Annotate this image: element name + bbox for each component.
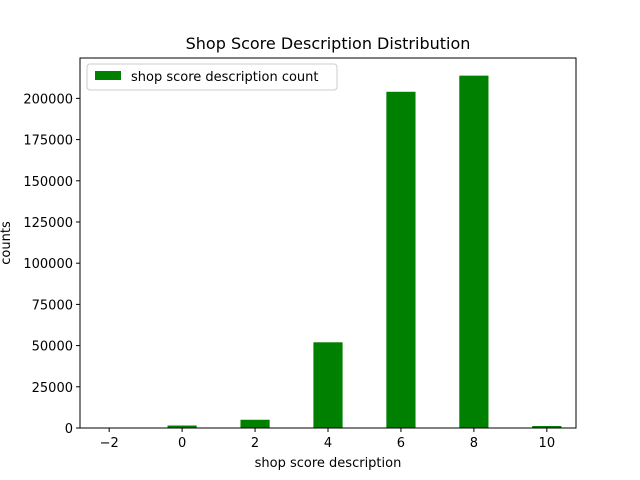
bar-6 (386, 91, 416, 428)
x-axis-ticks: −2 0 2 4 6 8 10 (100, 428, 556, 451)
x-tick-label: 0 (178, 436, 186, 451)
legend: shop score description count (86, 63, 338, 91)
y-tick-label: 25000 (32, 381, 73, 396)
bar-8 (459, 75, 489, 429)
y-tick-label: 175000 (23, 134, 73, 149)
y-tick-label: 100000 (23, 257, 73, 272)
y-tick-label: 50000 (32, 340, 73, 355)
legend-box (86, 63, 338, 91)
y-axis-ticks: 0 25000 50000 75000 100000 125000 150000 175000… (23, 92, 80, 437)
bar-4 (313, 342, 343, 428)
bar-group (167, 75, 562, 429)
x-tick-label: 2 (251, 436, 259, 451)
bar-10 (532, 426, 562, 428)
plot-area-frame (79, 57, 577, 429)
x-axis-label: shop score description (255, 456, 402, 471)
y-tick-label: 150000 (23, 175, 73, 190)
x-tick-label: 8 (470, 436, 478, 451)
x-tick-label: 4 (324, 436, 332, 451)
y-tick-label: 75000 (32, 298, 73, 313)
y-tick-label: 0 (65, 422, 73, 437)
legend-entry-label: shop score description count (131, 70, 319, 85)
y-axis-label: counts (0, 221, 14, 265)
x-tick-label: 10 (539, 436, 556, 451)
y-tick-label: 200000 (23, 92, 73, 107)
y-tick-label: 125000 (23, 216, 73, 231)
chart-title: Shop Score Description Distribution (186, 34, 471, 53)
bar-0 (167, 425, 197, 428)
x-tick-label: 6 (397, 436, 405, 451)
x-tick-label: −2 (100, 436, 119, 451)
legend-swatch (95, 71, 121, 80)
bar-2 (240, 419, 270, 428)
